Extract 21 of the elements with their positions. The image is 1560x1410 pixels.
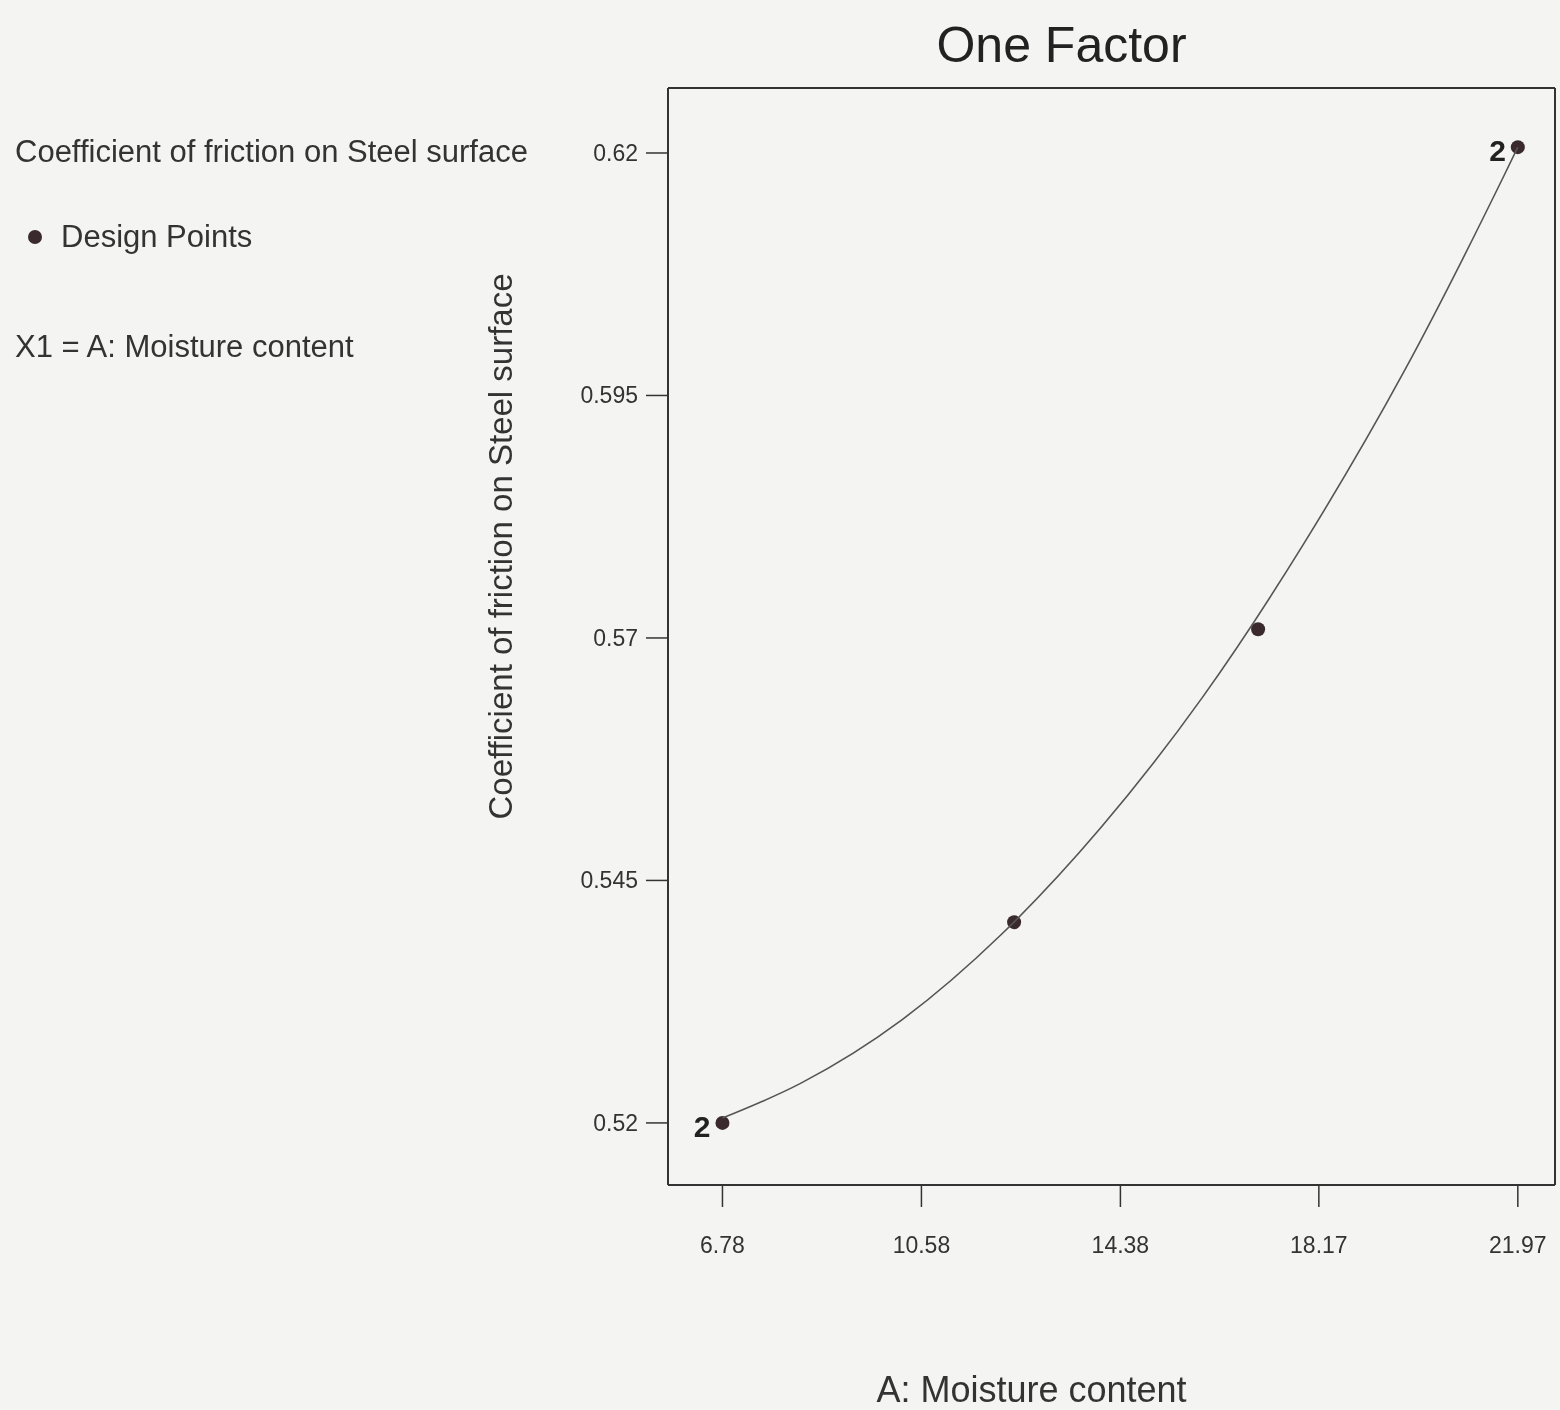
text: Coefficient of friction on Steel surface: [15, 134, 528, 169]
legend-label: Design Points: [61, 219, 253, 254]
y-tick-label: 0.595: [580, 382, 638, 409]
point: [1510, 140, 1525, 155]
y-tick-label: 0.57: [593, 624, 638, 651]
x-axis-title: A: Moisture content: [876, 1369, 1187, 1410]
chart-title: One Factor: [936, 17, 1187, 73]
x-tick-label: 18.17: [1290, 1232, 1348, 1258]
annotation: 2: [693, 1109, 711, 1143]
x-tick-label: 21.97: [1489, 1232, 1547, 1258]
x-tick-label: 6.78: [700, 1232, 745, 1258]
y-tick-label: 0.545: [580, 867, 638, 894]
y-tick-label: 0.52: [593, 1109, 638, 1136]
x-tick-label: 10.58: [892, 1232, 951, 1258]
y-tick-label: 0.62: [593, 139, 638, 166]
point: [715, 1115, 730, 1130]
x-tick-label: 14.38: [1091, 1232, 1150, 1258]
y-axis-title: Coefficient of friction on Steel surface: [482, 273, 519, 820]
text: X1 = A: Moisture content: [15, 329, 354, 364]
point: [1251, 622, 1266, 637]
annotation: 2: [1489, 134, 1506, 168]
